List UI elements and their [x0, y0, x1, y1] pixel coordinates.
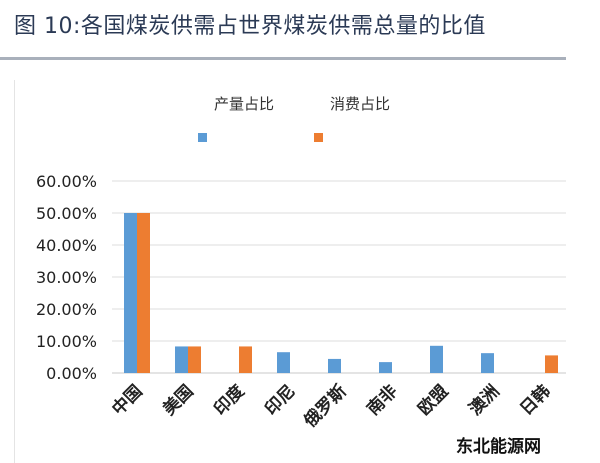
x-tick-label: 南非 — [363, 381, 402, 420]
bar-consumption — [545, 355, 558, 373]
bar-production — [379, 362, 392, 373]
y-tick-label: 50.00% — [36, 204, 97, 223]
bar-production — [277, 352, 290, 373]
x-tick-label: 印度 — [210, 380, 250, 420]
x-tick-label: 日韩 — [516, 381, 555, 420]
y-tick-label: 20.00% — [36, 300, 97, 319]
y-tick-label: 0.00% — [46, 364, 97, 383]
figure-title: 图 10:各国煤炭供需占世界煤炭供需总量的比值 — [14, 14, 486, 39]
y-tick-label: 30.00% — [36, 268, 97, 287]
bar-production — [328, 358, 341, 373]
legend-production: 产量占比 — [214, 95, 275, 113]
bar-consumption — [239, 346, 252, 373]
x-tick-label: 中国 — [108, 381, 147, 420]
x-tick-label: 俄罗斯 — [299, 381, 351, 433]
x-tick-label: 美国 — [159, 381, 198, 420]
bar-production — [430, 345, 443, 373]
chart-frame — [14, 80, 15, 463]
legend-swatch-production — [198, 133, 207, 142]
legend-swatch-consumption — [314, 133, 323, 142]
y-tick-label: 60.00% — [36, 172, 97, 191]
watermark-logo: 东北能源网 — [456, 437, 541, 457]
bar-production — [175, 346, 188, 373]
y-tick-label: 40.00% — [36, 236, 97, 255]
title-divider — [0, 57, 566, 60]
bar-consumption — [188, 346, 201, 373]
x-tick-label: 欧盟 — [414, 381, 453, 420]
y-tick-label: 10.00% — [36, 332, 97, 351]
x-tick-label: 印尼 — [261, 381, 299, 419]
bar-production — [124, 213, 137, 373]
x-tick-label: 澳洲 — [465, 381, 504, 420]
bar-consumption — [137, 213, 150, 373]
bar-production — [481, 353, 494, 373]
legend-consumption: 消费占比 — [330, 95, 391, 113]
